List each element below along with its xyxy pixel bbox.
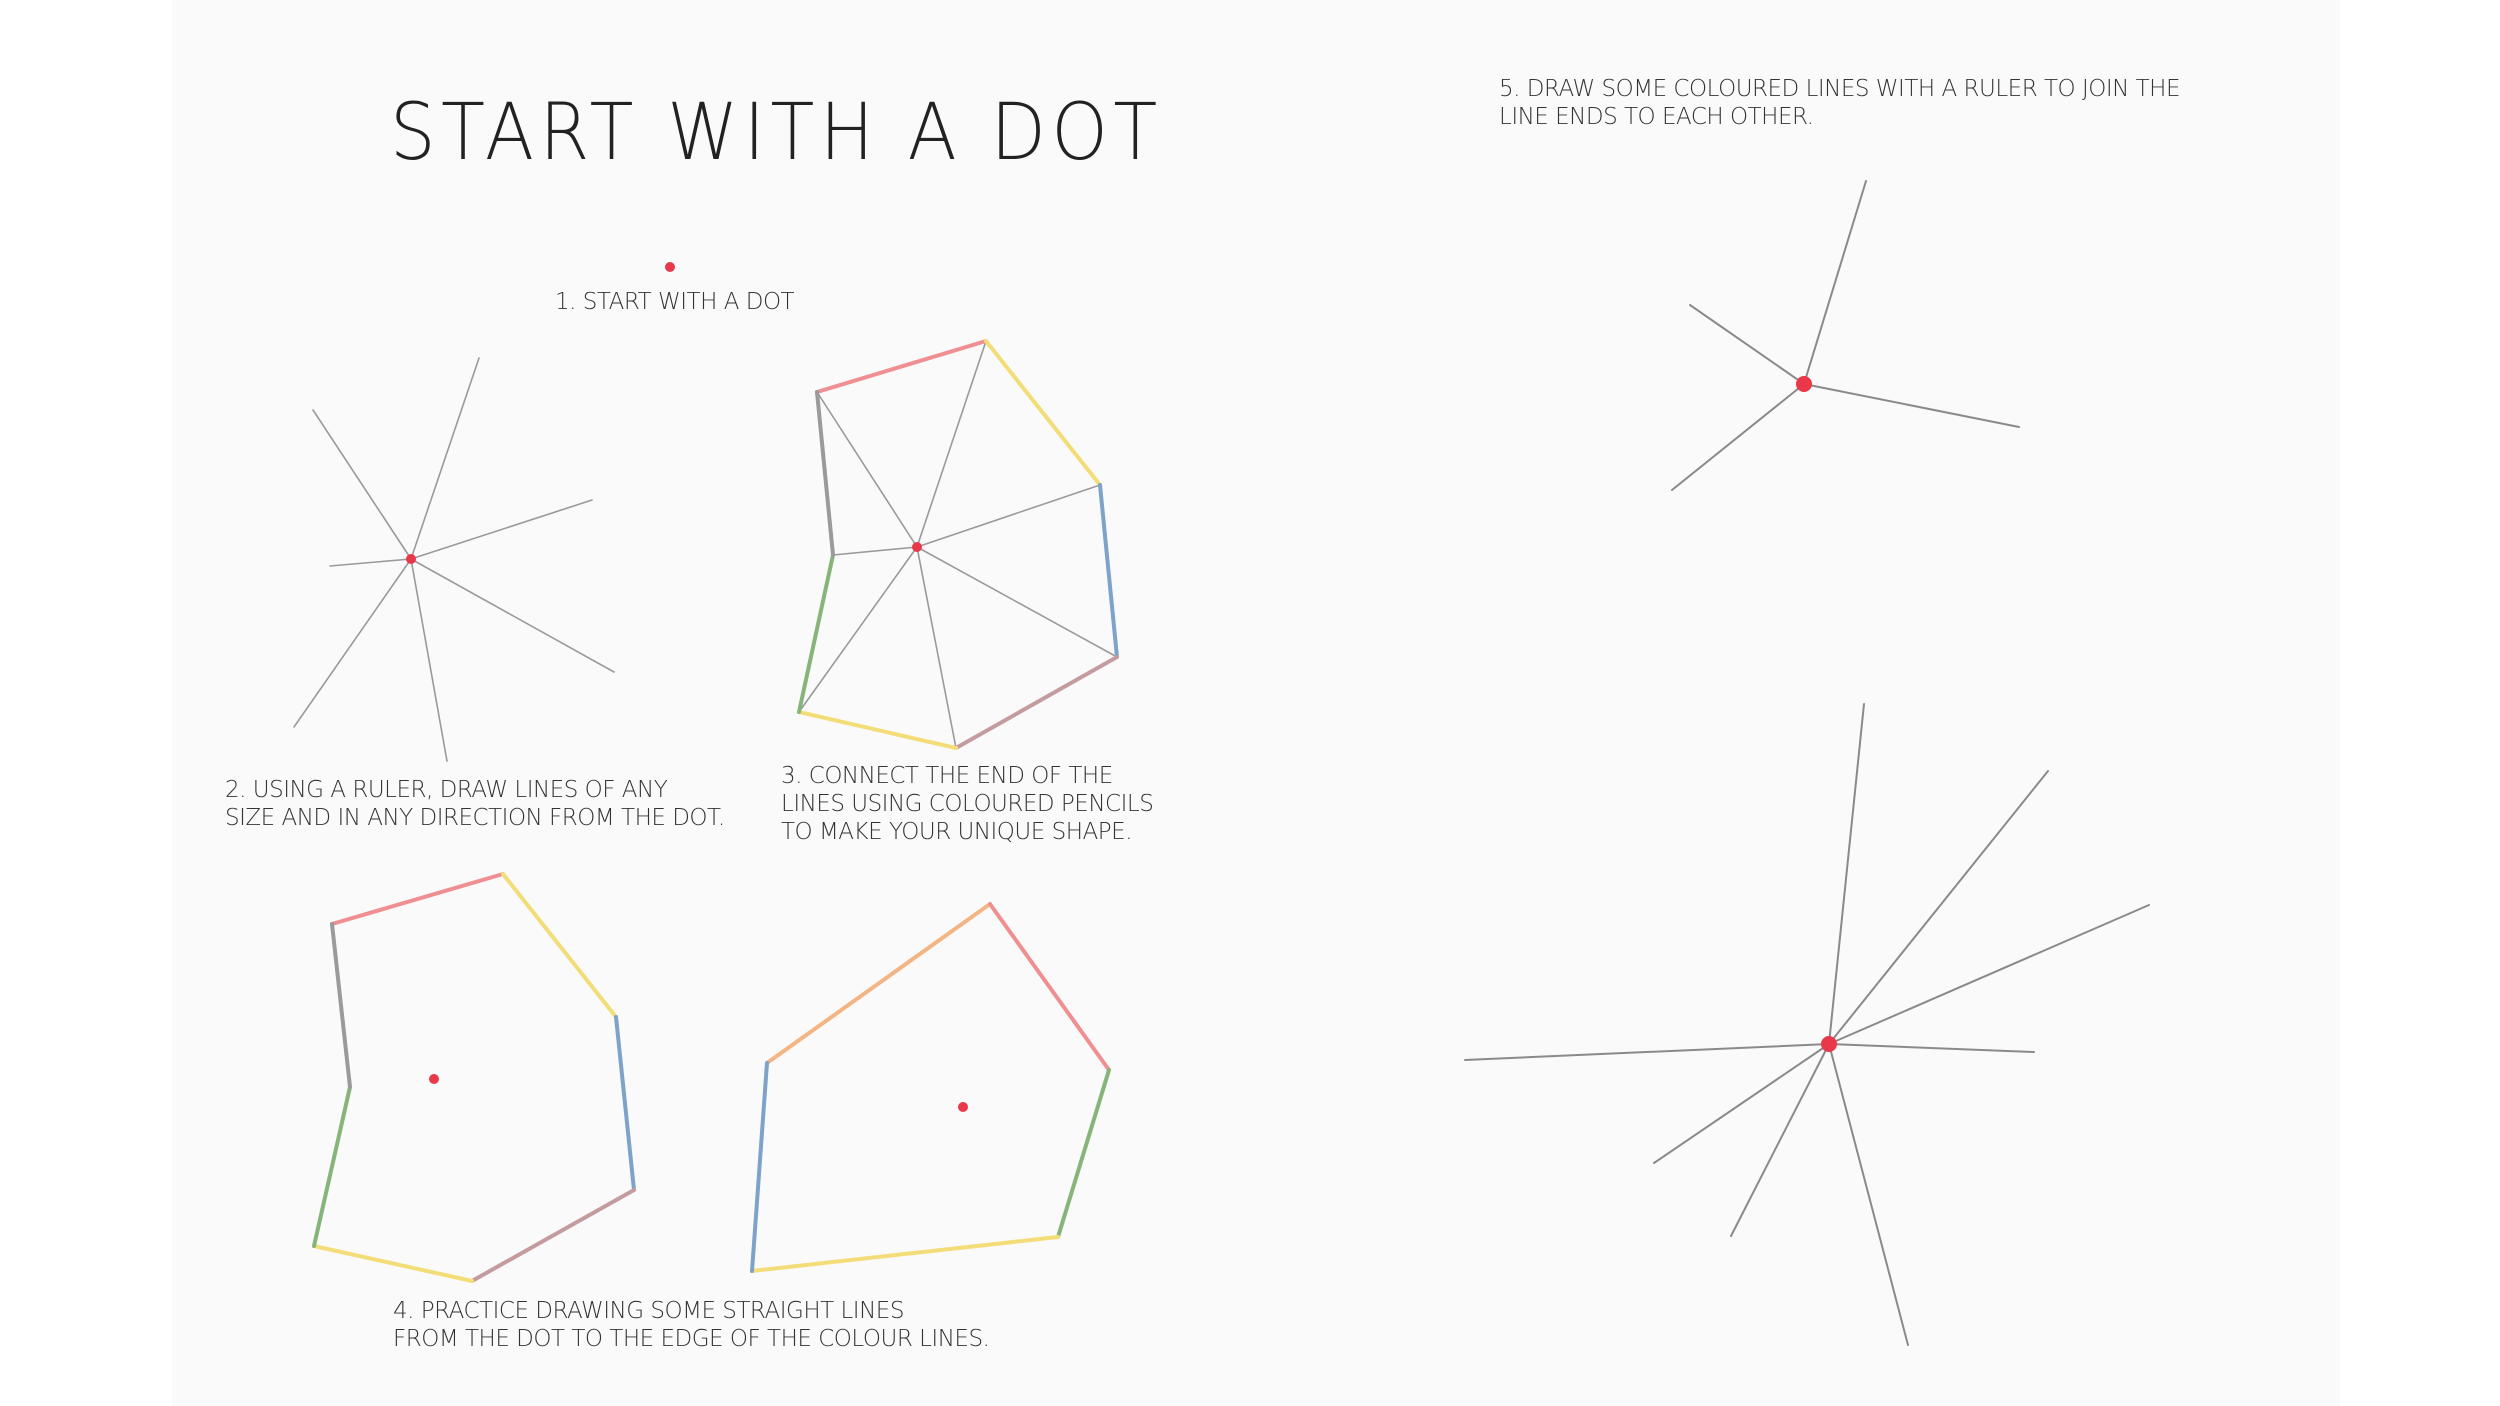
step4-left-dot [429,1074,439,1084]
step5-caption: 5. DRAW SOME COLOURED LINES WITH A RULER… [1499,76,2181,130]
page-title: START WITH A DOT [390,88,1163,178]
step3-rays [798,340,1118,749]
step5-upper-dot [1796,376,1812,392]
step4-shape-right [750,902,1111,1273]
step5-lower-dot [1821,1036,1837,1052]
step2-rays [293,357,615,762]
step5-lower-rays [1464,703,2150,1346]
step3-dot [912,542,922,552]
step2-dot [406,554,416,564]
worksheet-page [172,0,2340,1406]
step1-caption: 1. START WITH A DOT [555,289,795,315]
step4-right-dot [958,1102,968,1112]
step3-caption: 3. CONNECT THE END OF THE LINES USING CO… [781,763,1154,845]
step3-outline [797,339,1119,750]
step1-dot [665,262,675,272]
step4-caption: 4. PRACTICE DRAWING SOME STRAIGHT LINES … [393,1298,990,1352]
step5-upper-rays [1671,180,2020,491]
step4-shape-left [312,872,636,1283]
step2-caption: 2. USING A RULER, DRAW LINES OF ANY SIZE… [225,777,725,831]
